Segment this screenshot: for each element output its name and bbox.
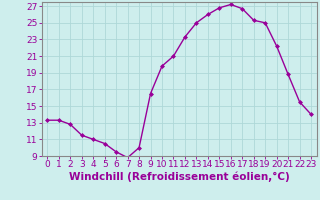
X-axis label: Windchill (Refroidissement éolien,°C): Windchill (Refroidissement éolien,°C)	[69, 172, 290, 182]
